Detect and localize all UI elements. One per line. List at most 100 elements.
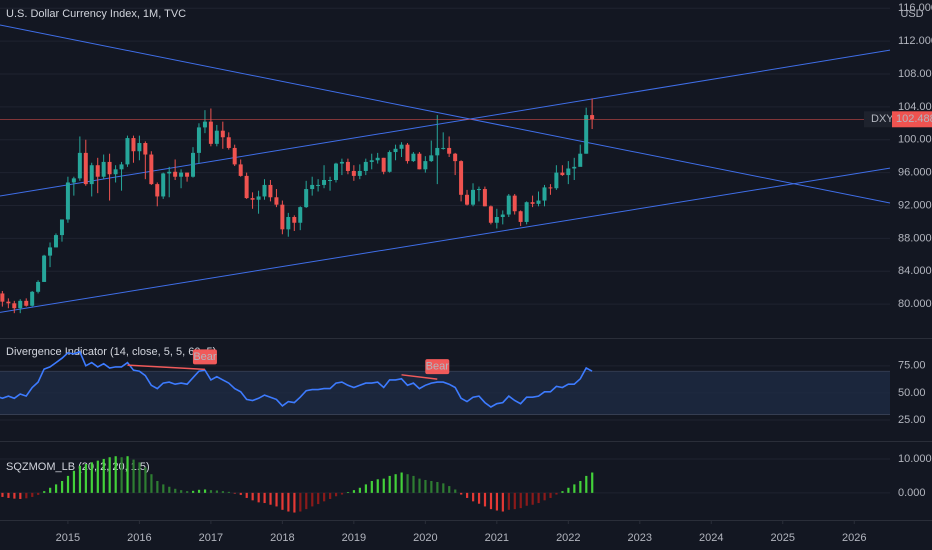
momentum-bar [245, 492, 248, 498]
momentum-bar [162, 484, 165, 493]
momentum-bar [78, 465, 82, 493]
candle-body [512, 195, 517, 212]
x-tick-label: 2023 [628, 532, 652, 544]
x-tick-label: 2020 [413, 532, 437, 544]
candle-body [185, 172, 190, 177]
candle-body [572, 166, 577, 169]
candle-body [256, 196, 261, 200]
momentum-bar [299, 492, 302, 512]
y-tick-label: 104.000 [898, 101, 932, 113]
y-tick-label: 10.000 [898, 453, 932, 465]
momentum-bar [323, 492, 326, 502]
x-tick-label: 2025 [771, 532, 795, 544]
chart-title: U.S. Dollar Currency Index, 1M, TVC [6, 8, 186, 20]
momentum-bar [144, 467, 147, 493]
momentum-bar [370, 480, 373, 493]
candle-body [524, 202, 529, 222]
candle-body [30, 291, 35, 306]
momentum-bar [388, 475, 391, 493]
x-tick-label: 2016 [127, 532, 151, 544]
y-tick-label: 100.000 [898, 134, 932, 146]
candle-body [554, 172, 559, 189]
candle-body [310, 184, 315, 190]
candle-body [417, 153, 422, 170]
momentum-bar [251, 492, 254, 501]
momentum-bar [174, 488, 177, 493]
momentum-bar [209, 490, 213, 493]
candle-body [202, 121, 207, 128]
momentum-bar [168, 486, 171, 493]
momentum-bar [269, 492, 272, 505]
momentum-bar [317, 492, 320, 505]
momentum-bar [424, 479, 427, 493]
momentum-bar [239, 492, 242, 495]
candle-body [238, 164, 243, 176]
indicator-line [0, 350, 593, 408]
candle-body [208, 121, 213, 144]
candle-body [95, 165, 100, 177]
indicator-title: SQZMOM_LB (20, 2, 20, 1.5) [6, 461, 150, 473]
momentum-bar [334, 492, 338, 497]
momentum-bar [60, 480, 64, 493]
momentum-bar [418, 478, 421, 493]
momentum-bar [394, 474, 397, 493]
candle-body [155, 184, 160, 197]
candle-body [506, 195, 511, 215]
y-tick-label: 116.000 [898, 2, 932, 14]
candle-body [494, 216, 499, 223]
momentum-bar [591, 472, 594, 493]
candle-body [316, 184, 321, 186]
momentum-bar [132, 459, 135, 493]
candle-body [12, 303, 17, 309]
momentum-bar [43, 491, 46, 493]
candle-body [232, 147, 237, 165]
candle-body [107, 161, 112, 175]
candle-body [274, 197, 279, 205]
momentum-bar [84, 464, 87, 493]
candle-body [322, 180, 327, 185]
candle-body [77, 152, 82, 179]
candle-body [423, 161, 428, 170]
candle-body [268, 184, 273, 198]
candle-body [18, 300, 23, 309]
momentum-bar [102, 458, 105, 493]
candle-body [590, 115, 595, 120]
momentum-bar [579, 480, 582, 493]
candle-body [441, 147, 446, 149]
momentum-bar [501, 492, 504, 512]
momentum-bar [585, 475, 588, 493]
candle-body [143, 143, 148, 155]
candle-body [6, 301, 11, 304]
momentum-bar [49, 487, 52, 493]
candle-body [405, 144, 410, 162]
candle-body [59, 219, 64, 236]
y-tick-label: 92.000 [898, 199, 932, 211]
candle-body [387, 152, 392, 172]
x-tick-label: 2026 [842, 532, 866, 544]
momentum-bar [305, 492, 308, 510]
candle-body [89, 165, 94, 185]
momentum-bar [543, 492, 546, 501]
momentum-bar [138, 462, 141, 493]
candle-body [244, 175, 249, 199]
momentum-bar [549, 492, 552, 498]
momentum-bar [31, 492, 34, 497]
momentum-bar [442, 483, 445, 493]
momentum-bar [120, 457, 123, 493]
candle-body [0, 293, 5, 302]
candle-body [280, 204, 285, 230]
candle-body [214, 130, 219, 144]
momentum-bar [358, 487, 361, 493]
momentum-bar [1, 492, 4, 497]
momentum-bar [561, 491, 564, 493]
candle-body [351, 170, 356, 176]
momentum-bar [448, 486, 451, 493]
currency-label[interactable]: USD [900, 8, 923, 20]
candle-body [328, 180, 333, 182]
momentum-bar [329, 492, 332, 499]
candle-body [381, 157, 386, 172]
momentum-bar [54, 484, 58, 493]
momentum-bar [72, 470, 76, 493]
momentum-bar [293, 492, 296, 513]
momentum-bar [513, 492, 516, 510]
